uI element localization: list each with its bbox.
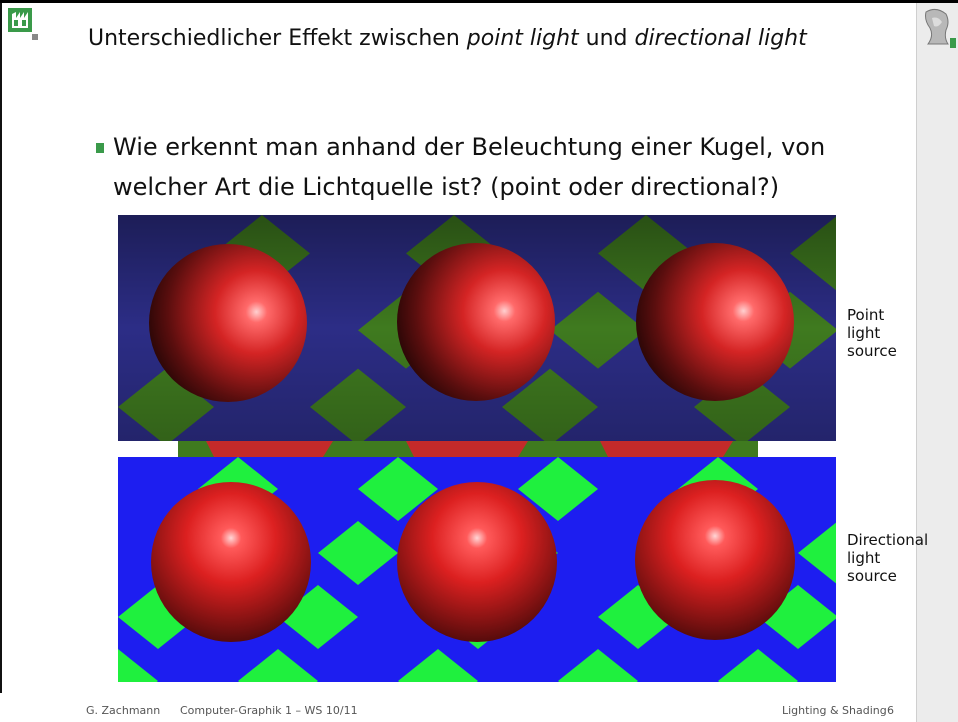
point-light-label: Point light source (847, 306, 897, 360)
checker-tile (118, 649, 158, 682)
checker-tile (518, 457, 598, 521)
side-panel (917, 3, 958, 722)
checker-tile (558, 649, 638, 682)
bullet-question: Wie erkennt man anhand der Beleuchtung e… (113, 133, 826, 201)
checker-tile (318, 521, 398, 585)
title-text: Unterschiedlicher Effekt zwischen (88, 26, 467, 51)
footer-topic: Lighting & Shading (782, 704, 887, 717)
title-point-light: point light (466, 26, 579, 51)
checker-tile (238, 649, 318, 682)
directional-light-render (118, 457, 836, 682)
footer-author: G. Zachmann (86, 704, 161, 717)
title-and: und (578, 26, 635, 51)
checker-tile (798, 522, 836, 584)
directional-light-label: Directional light source (847, 531, 929, 585)
checker-tile (398, 649, 478, 682)
slide-title: Unterschiedlicher Effekt zwischen point … (88, 26, 807, 51)
left-border (0, 3, 2, 693)
footer-page-number: 6 (887, 704, 894, 717)
side-panel-divider (916, 3, 917, 722)
bullet-marker (96, 143, 104, 153)
point-light-render (118, 215, 836, 457)
title-directional-light: directional light (634, 26, 807, 51)
top-border (0, 0, 958, 3)
university-logo (8, 8, 38, 40)
footer-course: Computer-Graphik 1 – WS 10/11 (180, 704, 358, 717)
footer: G. Zachmann Computer-Graphik 1 – WS 10/1… (0, 696, 916, 722)
portrait-logo (920, 8, 956, 48)
checker-tile (718, 649, 798, 682)
checker-tile (758, 585, 836, 649)
checker-tile (358, 457, 438, 521)
